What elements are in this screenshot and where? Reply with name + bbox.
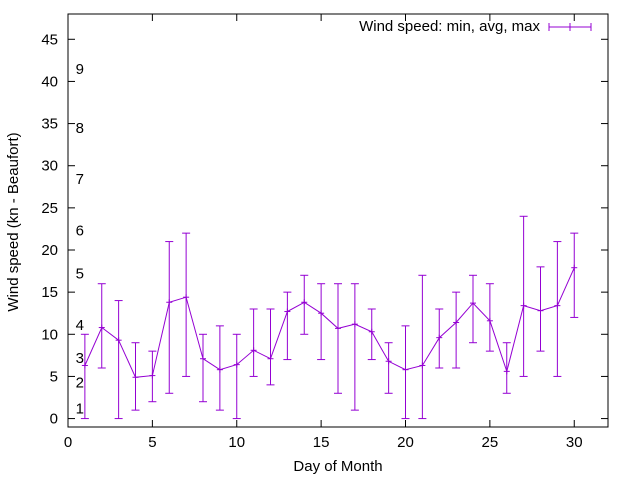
y-tick-label: 10: [41, 326, 58, 343]
x-tick-label: 5: [148, 434, 156, 451]
y-tick-label: 40: [41, 73, 58, 90]
y-tick-label: 0: [50, 411, 58, 428]
beaufort-label: 9: [76, 61, 84, 78]
legend: Wind speed: min, avg, max: [359, 18, 592, 35]
beaufort-label: 4: [76, 317, 84, 334]
y-tick-label: 35: [41, 116, 58, 133]
x-tick-label: 25: [482, 434, 499, 451]
beaufort-label: 6: [76, 223, 84, 240]
y-tick-label: 15: [41, 284, 58, 301]
series-line: [84, 267, 575, 378]
x-tick-label: 0: [64, 434, 72, 451]
plot-frame: [67, 13, 609, 428]
y-tick-label: 30: [41, 158, 58, 175]
beaufort-label: 7: [76, 171, 84, 188]
legend-label: Wind speed: min, avg, max: [359, 18, 540, 35]
y-axis-title: Wind speed (kn - Beaufort): [5, 132, 22, 311]
x-axis: 0 5 10 15 20 25 30: [64, 14, 583, 451]
y-tick-label: 45: [41, 31, 58, 48]
y-tick-label: 20: [41, 242, 58, 259]
beaufort-label: 5: [76, 266, 84, 283]
series-layer: [80, 215, 579, 420]
x-tick-label: 20: [397, 434, 414, 451]
x-tick-label: 10: [228, 434, 245, 451]
plot-border: [67, 13, 609, 428]
beaufort-label: 2: [76, 374, 84, 391]
beaufort-label: 3: [76, 350, 84, 367]
x-axis-title: Day of Month: [293, 458, 382, 475]
y-tick-label: 5: [50, 368, 58, 385]
x-tick-label: 30: [566, 434, 583, 451]
x-tick-label: 15: [313, 434, 330, 451]
beaufort-label: 1: [76, 400, 84, 417]
annotation-layer: 1 2 3 4 5 6 7 8 9: [76, 61, 84, 418]
y-tick-label: 25: [41, 200, 58, 217]
beaufort-label: 8: [76, 120, 84, 137]
